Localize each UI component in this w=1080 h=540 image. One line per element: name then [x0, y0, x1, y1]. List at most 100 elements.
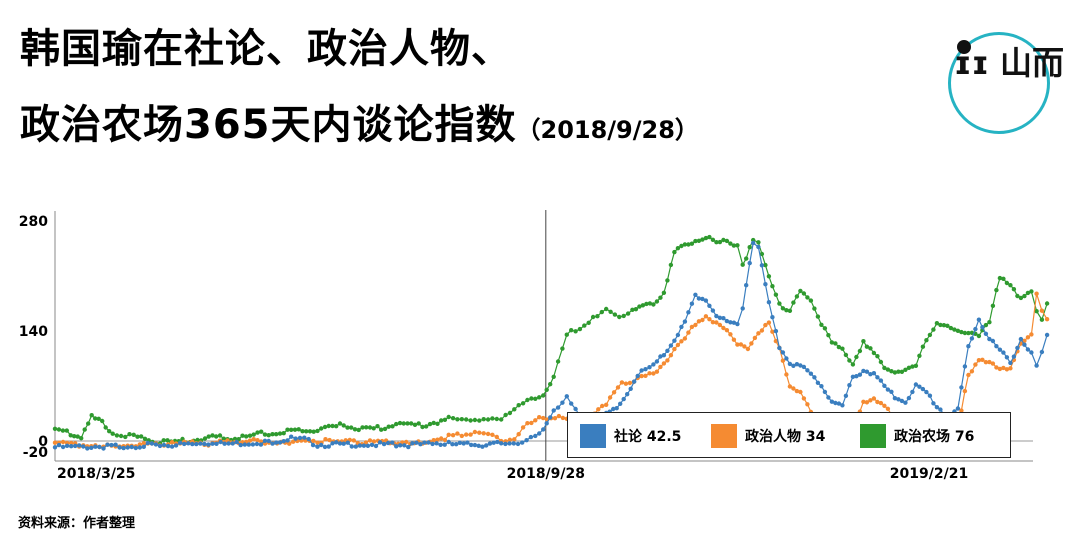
data-point [651, 302, 656, 307]
data-point [829, 399, 835, 404]
data-point [304, 429, 309, 434]
data-point [459, 417, 464, 422]
data-point [541, 415, 546, 421]
data-point [896, 397, 901, 402]
data-point [1011, 354, 1017, 359]
data-point [742, 344, 747, 349]
data-point [703, 314, 709, 319]
data-point [468, 418, 473, 423]
data-point [113, 442, 118, 447]
data-point [251, 432, 256, 437]
data-point [917, 353, 922, 358]
data-point [455, 431, 460, 436]
data-point [983, 322, 989, 328]
data-point [614, 406, 619, 411]
chart-plot-area [52, 234, 1050, 451]
data-point [710, 308, 716, 313]
data-source: 资料来源：作者整理 [18, 516, 136, 531]
data-point [105, 442, 110, 447]
data-point [987, 336, 992, 342]
data-point [365, 443, 371, 448]
data-point [735, 321, 740, 327]
data-point [875, 375, 880, 380]
data-point [520, 401, 526, 406]
data-point [525, 397, 530, 403]
chart-legend: 社论 42.5 政治人物 34 政治农场 76 [567, 412, 1011, 458]
data-point [791, 363, 796, 368]
data-point [861, 339, 866, 344]
data-point [871, 350, 877, 356]
data-point [281, 439, 286, 444]
data-point [1029, 332, 1034, 337]
data-point [906, 365, 912, 370]
data-point [787, 361, 793, 367]
data-point [302, 435, 307, 440]
data-point [315, 444, 320, 449]
logo-dot-icon [957, 40, 971, 54]
data-point [468, 432, 473, 437]
data-point [262, 432, 268, 437]
data-point [885, 367, 891, 372]
data-point [190, 441, 195, 447]
data-point [987, 320, 992, 325]
data-point [246, 442, 251, 447]
data-point [938, 322, 943, 328]
data-point [740, 262, 745, 267]
data-point [361, 443, 367, 448]
data-point [494, 416, 499, 422]
data-point [214, 434, 219, 439]
data-point [367, 438, 373, 443]
data-point [878, 400, 884, 406]
data-point [749, 341, 754, 346]
data-point [341, 423, 346, 428]
data-point [875, 354, 880, 359]
data-point [516, 432, 521, 437]
data-point [349, 425, 354, 430]
data-point [1034, 291, 1039, 296]
data-point [794, 388, 800, 394]
data-point [182, 441, 187, 447]
data-point [931, 401, 936, 406]
data-point [917, 384, 922, 389]
data-point [784, 308, 789, 313]
data-point [672, 346, 677, 352]
data-point [135, 434, 140, 439]
data-point [367, 425, 373, 430]
data-point [240, 433, 245, 438]
data-point [625, 392, 630, 397]
data-point [759, 251, 765, 257]
data-point [747, 260, 752, 266]
data-point [864, 369, 870, 374]
data-point [401, 421, 406, 426]
data-point [319, 442, 324, 448]
data-point [293, 436, 298, 441]
data-point [1029, 289, 1034, 294]
data-point [696, 319, 702, 324]
data-point [910, 389, 915, 395]
data-point [330, 441, 335, 446]
data-point [64, 428, 70, 433]
data-point [647, 365, 652, 370]
data-point [157, 443, 163, 449]
data-point [507, 441, 512, 446]
data-point [129, 444, 134, 450]
data-point [247, 433, 253, 438]
data-point [476, 443, 481, 448]
data-point [512, 437, 517, 442]
x-tick-label: 2018/3/25 [57, 466, 135, 482]
data-point [794, 294, 800, 299]
data-point [420, 424, 425, 430]
data-point [552, 416, 558, 421]
data-point [686, 242, 691, 247]
data-point [101, 446, 106, 451]
data-point [161, 442, 167, 448]
data-point [920, 344, 926, 349]
data-point [913, 363, 919, 368]
data-point [668, 262, 674, 268]
data-point [994, 365, 999, 370]
data-point [724, 318, 730, 324]
data-point [976, 317, 982, 322]
data-point [198, 441, 203, 446]
data-point [615, 385, 621, 390]
data-point [503, 441, 508, 447]
